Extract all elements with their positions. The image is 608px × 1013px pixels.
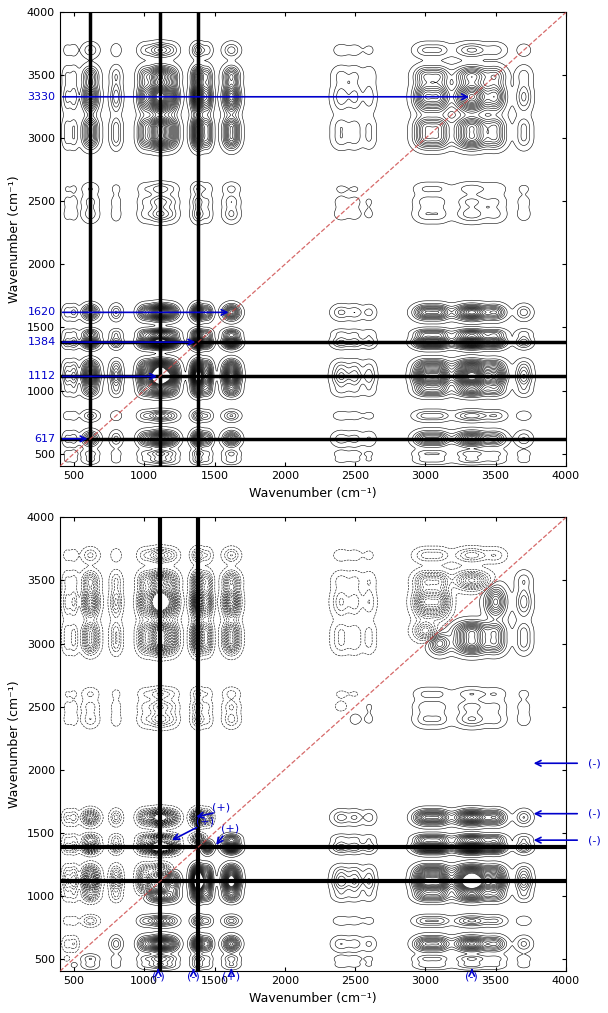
- Text: 1112: 1112: [27, 372, 56, 381]
- X-axis label: Wavenumber (cm⁻¹): Wavenumber (cm⁻¹): [249, 992, 377, 1005]
- Text: (-): (-): [589, 808, 601, 819]
- Text: (+): (+): [212, 802, 230, 812]
- X-axis label: Wavenumber (cm⁻¹): Wavenumber (cm⁻¹): [249, 486, 377, 499]
- Text: (-): (-): [589, 835, 601, 845]
- Text: (-): (-): [187, 971, 200, 982]
- Text: (-): (-): [589, 759, 601, 768]
- Text: (+): (+): [196, 816, 214, 827]
- Text: 3330: 3330: [27, 92, 56, 101]
- Y-axis label: Wavenumber (cm⁻¹): Wavenumber (cm⁻¹): [9, 175, 21, 303]
- Text: 1384: 1384: [27, 337, 56, 347]
- Y-axis label: Wavenumber (cm⁻¹): Wavenumber (cm⁻¹): [9, 681, 21, 808]
- Text: (+): (+): [221, 824, 239, 834]
- Text: 617: 617: [35, 434, 56, 444]
- Text: (-): (-): [465, 971, 478, 982]
- Text: (-): (-): [152, 971, 165, 982]
- Text: (+): (+): [223, 971, 240, 982]
- Text: 1620: 1620: [27, 307, 56, 317]
